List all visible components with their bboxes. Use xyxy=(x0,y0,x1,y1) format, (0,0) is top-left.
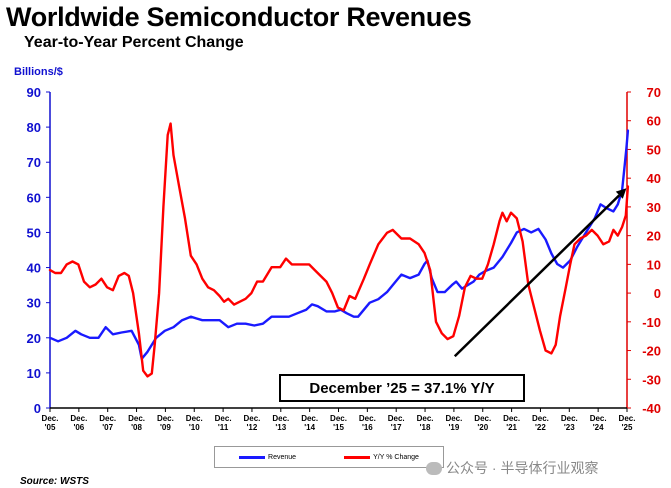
x-tick-label-top: Dec. xyxy=(359,414,376,423)
x-tick-label-bottom: '25 xyxy=(622,423,633,432)
legend-swatch-revenue xyxy=(239,455,266,459)
x-tick-label-top: Dec. xyxy=(215,414,232,423)
x-tick-label-top: Dec. xyxy=(561,414,578,423)
x-tick-label-top: Dec. xyxy=(99,414,116,423)
y-tick-right-label: -30 xyxy=(642,372,661,387)
y-tick-left-label: 70 xyxy=(27,155,41,170)
x-tick-label-top: Dec. xyxy=(243,414,260,423)
y-tick-left-label: 30 xyxy=(27,296,41,311)
x-tick-label-bottom: '06 xyxy=(73,423,84,432)
y-tick-left-label: 50 xyxy=(27,225,41,240)
x-tick-label-top: Dec. xyxy=(186,414,203,423)
y-tick-right-label: 60 xyxy=(647,114,661,129)
x-tick-label-bottom: '20 xyxy=(477,423,488,432)
x-tick-label-bottom: '21 xyxy=(506,423,517,432)
y-ticks-right: -40 -30 -20 -10 0 10 20 30 40 50 60 70 xyxy=(627,85,661,416)
x-tick-label-bottom: '18 xyxy=(420,423,431,432)
trend-arrow-line xyxy=(453,194,621,358)
x-tick-label-top: Dec. xyxy=(474,414,491,423)
x-tick-label-top: Dec. xyxy=(532,414,549,423)
x-tick-label-bottom: '17 xyxy=(391,423,402,432)
y-tick-right-label: 10 xyxy=(647,257,661,272)
watermark-text: 公众号 · 半导体行业观察 xyxy=(446,460,599,476)
y-tick-right-label: 20 xyxy=(647,229,661,244)
x-tick-label-top: Dec. xyxy=(503,414,520,423)
x-tick-label-top: Dec. xyxy=(157,414,174,423)
x-tick-label-top: Dec. xyxy=(301,414,318,423)
y-tick-left-label: 80 xyxy=(27,120,41,135)
wechat-icon xyxy=(426,461,442,475)
y-tick-left-label: 60 xyxy=(27,190,41,205)
x-tick-label-top: Dec. xyxy=(272,414,289,423)
x-tick-label-bottom: '08 xyxy=(131,423,142,432)
x-tick-label-bottom: '13 xyxy=(275,423,286,432)
y-tick-left-label: 40 xyxy=(27,261,41,276)
y-tick-left-label: 10 xyxy=(27,366,41,381)
y-tick-right-label: -10 xyxy=(642,315,661,330)
legend-label-revenue: Revenue xyxy=(268,453,297,461)
y-tick-right-label: 40 xyxy=(647,171,661,186)
x-tick-label-bottom: '07 xyxy=(102,423,113,432)
series-line-yoy xyxy=(48,122,630,378)
x-ticks: Dec.'05Dec.'06Dec.'07Dec.'08Dec.'09Dec.'… xyxy=(42,408,636,432)
legend-label-yoy: Y/Y % Change xyxy=(373,453,419,461)
x-tick-label-top: Dec. xyxy=(42,414,59,423)
legend-swatch-yoy xyxy=(344,455,371,459)
x-tick-label-top: Dec. xyxy=(619,414,636,423)
y-tick-right-label: 70 xyxy=(647,85,661,100)
x-tick-label-top: Dec. xyxy=(330,414,347,423)
x-tick-label-top: Dec. xyxy=(417,414,434,423)
trend-group xyxy=(453,188,627,358)
y-tick-right-label: 0 xyxy=(654,286,661,301)
x-tick-label-bottom: '16 xyxy=(362,423,373,432)
annotation-box: December ’25 = 37.1% Y/Y xyxy=(279,374,525,402)
y-tick-right-label: -40 xyxy=(642,401,661,416)
y-tick-left-label: 0 xyxy=(34,401,41,416)
y-tick-left-label: 20 xyxy=(27,331,41,346)
x-tick-label-top: Dec. xyxy=(128,414,145,423)
watermark: 公众号 · 半导体行业观察 xyxy=(426,458,598,478)
y-tick-right-label: 30 xyxy=(647,200,661,215)
source-note: Source: WSTS xyxy=(20,476,89,487)
x-tick-label-top: Dec. xyxy=(445,414,462,423)
chart-title: Worldwide Semiconductor Revenues xyxy=(6,2,472,32)
x-tick-label-bottom: '12 xyxy=(247,423,258,432)
y-axis-left-label: Billions/$ xyxy=(14,66,63,78)
x-tick-label-bottom: '05 xyxy=(45,423,56,432)
trend-arrow-head xyxy=(615,188,627,199)
legend-item-revenue: Revenue xyxy=(239,454,296,461)
chart-axes xyxy=(49,92,628,409)
legend-item-yoy: Y/Y % Change xyxy=(344,454,419,461)
x-tick-label-bottom: '10 xyxy=(189,423,200,432)
x-tick-label-bottom: '11 xyxy=(218,423,229,432)
x-tick-label-bottom: '23 xyxy=(564,423,575,432)
x-tick-label-bottom: '22 xyxy=(535,423,546,432)
y-tick-right-label: -20 xyxy=(642,344,661,359)
x-tick-label-top: Dec. xyxy=(70,414,87,423)
chart-subtitle: Year-to-Year Percent Change xyxy=(24,34,244,51)
y-tick-left-label: 90 xyxy=(27,85,41,100)
x-tick-label-bottom: '09 xyxy=(160,423,171,432)
legend: Revenue Y/Y % Change xyxy=(214,446,444,468)
x-tick-label-top: Dec. xyxy=(590,414,607,423)
y-tick-right-label: 50 xyxy=(647,142,661,157)
y-ticks-left: 0 10 20 30 40 50 60 70 80 90 xyxy=(27,85,50,416)
x-tick-label-bottom: '24 xyxy=(593,423,604,432)
x-tick-label-bottom: '19 xyxy=(448,423,459,432)
x-tick-label-bottom: '14 xyxy=(304,423,315,432)
x-tick-label-bottom: '15 xyxy=(333,423,344,432)
x-tick-label-top: Dec. xyxy=(388,414,405,423)
series-group xyxy=(48,122,630,378)
